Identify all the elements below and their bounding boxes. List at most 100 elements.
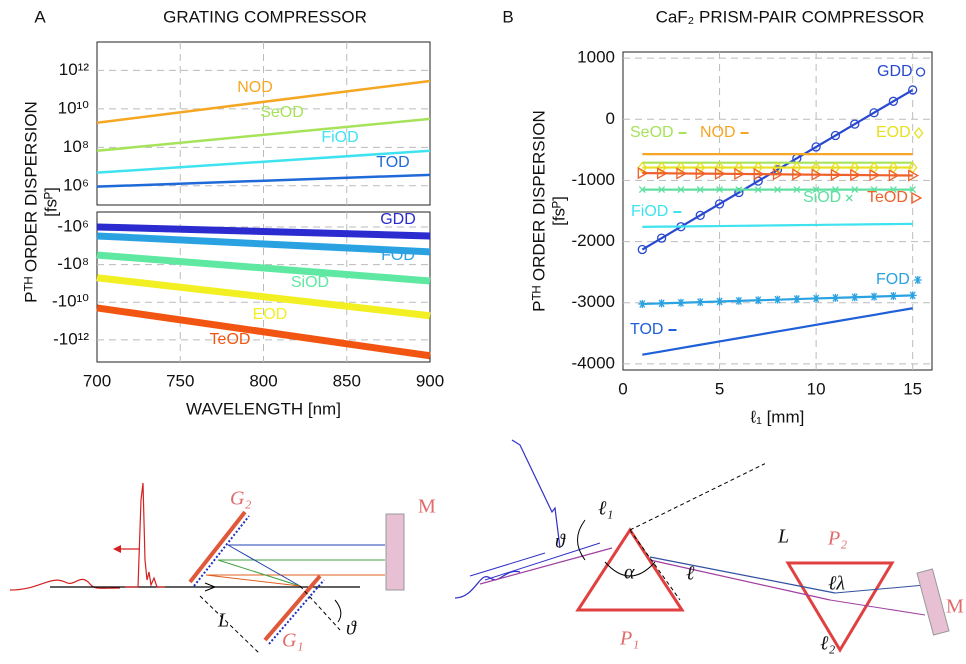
- y-axis-label: Pᵀᴴ ORDER DISPERSION: [529, 110, 548, 312]
- y-tick-label: -10⁸: [57, 254, 89, 273]
- series-line: [96, 251, 431, 285]
- y-axis-unit: [fsᴾ]: [41, 187, 60, 217]
- marker: [735, 186, 743, 194]
- output-pulse: [125, 482, 165, 588]
- label: ℓ₂: [820, 633, 835, 655]
- label: ϑ: [555, 531, 566, 553]
- grating-g1: [263, 574, 322, 642]
- beam-red: [649, 559, 831, 601]
- y-tick-label: -10¹⁰: [52, 292, 89, 311]
- x-tick-label: 750: [166, 371, 194, 390]
- marker: [870, 186, 878, 194]
- legend-symbol: [845, 194, 853, 202]
- beam-red: [829, 599, 926, 616]
- marker: [714, 199, 725, 209]
- series-label: FiOD: [631, 203, 668, 220]
- y-axis-unit: [fsᴾ]: [549, 196, 568, 226]
- marker: [830, 168, 842, 181]
- marker: [888, 96, 899, 106]
- beam-blue: [649, 556, 836, 594]
- marker: [676, 167, 688, 180]
- series-line: [96, 223, 431, 240]
- label: G₂: [230, 488, 251, 510]
- marker: [677, 186, 685, 194]
- legend-symbol: [911, 191, 923, 205]
- y-tick-label: -2000: [572, 231, 615, 250]
- marker: [714, 161, 725, 174]
- label: P₂: [827, 528, 847, 550]
- series-label: SeOD: [630, 124, 674, 141]
- grating-hatch: [193, 515, 250, 587]
- return-beam: [484, 542, 601, 581]
- y-tick-label: 10¹²: [59, 60, 90, 79]
- x-axis-label: WAVELENGTH [nm]: [186, 399, 341, 418]
- marker: [888, 169, 900, 182]
- legend-symbol: [913, 126, 924, 140]
- x-tick-label: 15: [903, 379, 922, 398]
- label: ℓλ: [828, 573, 845, 595]
- marker: [831, 186, 839, 194]
- marker: [831, 293, 840, 302]
- arrow: [469, 552, 546, 577]
- mirror: [916, 568, 950, 636]
- label: ϑ: [346, 618, 357, 640]
- marker: [811, 168, 823, 181]
- series-line: [96, 117, 431, 153]
- series-label: SiOD: [291, 274, 329, 291]
- series-label: GDD: [380, 211, 416, 228]
- marker: [850, 168, 862, 182]
- marker: [773, 295, 782, 304]
- label: L: [777, 526, 789, 548]
- marker: [908, 85, 918, 95]
- label: ℓ₁: [598, 498, 613, 520]
- marker: [811, 142, 821, 152]
- series-label: EOD: [253, 306, 288, 323]
- angle-arc: [577, 519, 586, 561]
- marker: [908, 169, 920, 182]
- pulse: [511, 439, 561, 549]
- marker: [889, 186, 897, 194]
- distance-line: [199, 595, 261, 655]
- series-line: [641, 88, 914, 251]
- x-tick-label: 10: [807, 379, 826, 398]
- marker: [734, 296, 743, 305]
- marker: [851, 186, 859, 194]
- series-label: TeOD: [867, 189, 908, 206]
- y-tick-label: -10¹²: [53, 329, 89, 348]
- panel-letter: A: [34, 7, 46, 26]
- series-line: [96, 274, 431, 320]
- marker: [830, 130, 841, 141]
- x-tick-label: 850: [333, 371, 361, 390]
- x-tick-label: 700: [83, 371, 111, 390]
- series-line: [642, 171, 913, 177]
- series-line: [642, 222, 913, 228]
- series-label: EOD: [876, 124, 911, 141]
- marker: [637, 244, 647, 255]
- marker: [772, 168, 784, 181]
- series-label: TOD: [376, 154, 409, 171]
- grating-g2: [188, 510, 247, 584]
- series-label: NOD: [700, 124, 736, 141]
- series-label: FOD: [876, 271, 910, 288]
- series-label: GDD: [877, 63, 913, 80]
- marker: [753, 168, 765, 181]
- chart-title: GRATING COMPRESSOR: [163, 7, 367, 26]
- y-tick-label: -1000: [572, 170, 615, 189]
- prism-p1: [575, 527, 685, 612]
- marker: [753, 161, 764, 174]
- y-tick-label: 1000: [577, 48, 615, 67]
- marker: [676, 298, 685, 307]
- marker: [850, 119, 860, 129]
- input-pulse: [9, 578, 121, 591]
- marker: [715, 297, 724, 306]
- marker: [812, 294, 821, 303]
- series-label: SeOD: [260, 104, 304, 121]
- apex-arc: [604, 561, 656, 577]
- marker: [772, 161, 783, 174]
- marker: [774, 186, 781, 194]
- marker: [657, 299, 666, 308]
- marker: [638, 186, 646, 194]
- beam-green: [217, 559, 301, 587]
- mirror: [385, 513, 405, 591]
